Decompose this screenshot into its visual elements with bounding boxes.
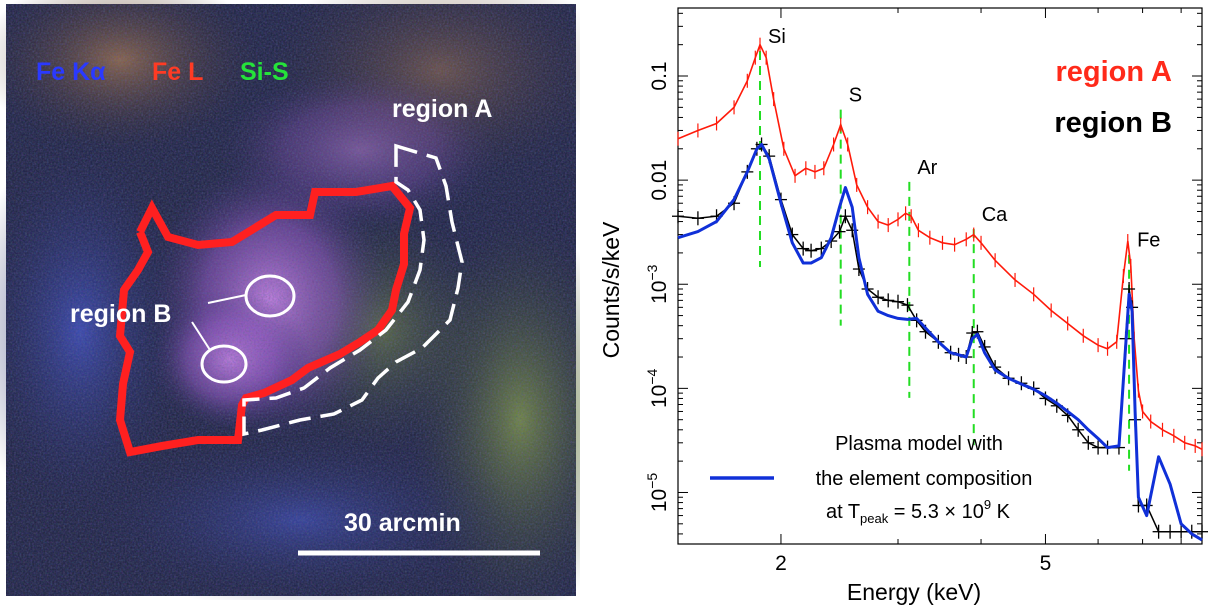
spectrum-chart: 0.1 0.01 10−3 10−4 10−5 2 5 Si S Ar Ca Fe region A… bbox=[598, 7, 1208, 605]
model-legend-line-1: Plasma model with bbox=[835, 433, 1003, 455]
band-label-fe-ka: Fe Kα bbox=[36, 58, 106, 86]
model-legend-exp: 9 bbox=[984, 497, 991, 512]
x-tick-label: 2 bbox=[775, 552, 787, 575]
x-tick-label: 5 bbox=[1040, 552, 1052, 575]
emission-line-label: Si bbox=[768, 26, 786, 48]
legend-region-a: region A bbox=[1055, 56, 1172, 88]
band-label-fe-l: Fe L bbox=[152, 58, 203, 86]
region-b-ellipse-lower bbox=[200, 344, 248, 384]
y-tick-label: 10−3 bbox=[644, 264, 671, 304]
model-legend-t: at T bbox=[826, 501, 860, 523]
region-b-pointer-upper bbox=[207, 294, 247, 304]
spectrum-chart-panel: 0.1 0.01 10−3 10−4 10−5 2 5 Si S Ar Ca Fe region A… bbox=[592, 0, 1214, 608]
model-legend-unit: K bbox=[991, 501, 1011, 523]
emission-line-label: Fe bbox=[1137, 230, 1160, 252]
emission-line-label: Ar bbox=[917, 157, 937, 179]
y-tick-label: 10−5 bbox=[644, 473, 671, 513]
model-legend-t-sub: peak bbox=[860, 511, 889, 526]
band-label-si-s: Si-S bbox=[240, 58, 289, 86]
region-a-outline bbox=[242, 143, 464, 437]
region-b-label: region B bbox=[70, 300, 171, 328]
xray-image-panel: Fe Kα Fe L Si-S region A region B 30 arc… bbox=[0, 0, 630, 613]
region-outline-red bbox=[115, 181, 415, 457]
series-model-line bbox=[677, 143, 1203, 542]
y-tick-label: 0.01 bbox=[648, 160, 671, 201]
model-legend-value: = 5.3 × 10 bbox=[888, 501, 984, 523]
region-a-label: region A bbox=[392, 95, 492, 123]
y-tick-label: 10−4 bbox=[644, 368, 671, 408]
model-legend-line-3: at Tpeak = 5.3 × 109 K bbox=[826, 497, 1011, 526]
scalebar-label: 30 arcmin bbox=[344, 509, 461, 537]
emission-line-label: S bbox=[849, 85, 862, 107]
plot-frame bbox=[677, 7, 1203, 545]
emission-line-label: Ca bbox=[982, 204, 1008, 226]
y-axis-title: Counts/s/keV bbox=[598, 221, 624, 358]
region-b-pointer-lower bbox=[191, 321, 211, 351]
xray-image: Fe Kα Fe L Si-S region A region B 30 arc… bbox=[0, 0, 630, 613]
legend-region-b: region B bbox=[1054, 107, 1172, 139]
x-axis-title: Energy (keV) bbox=[847, 579, 981, 605]
y-tick-label: 0.1 bbox=[648, 61, 671, 90]
model-legend-line-2: the element composition bbox=[816, 468, 1033, 490]
